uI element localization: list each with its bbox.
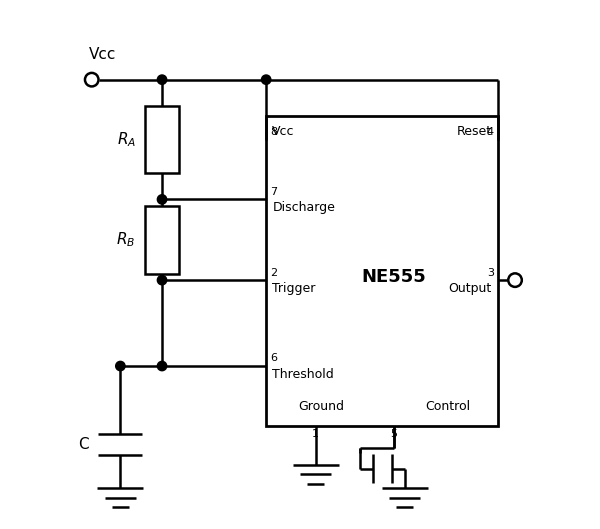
- Text: 1: 1: [312, 428, 319, 439]
- Text: Output: Output: [448, 281, 491, 295]
- Text: 5: 5: [390, 428, 397, 439]
- Text: Trigger: Trigger: [272, 281, 316, 295]
- Text: 6: 6: [271, 353, 277, 363]
- Text: Threshold: Threshold: [272, 368, 334, 380]
- Circle shape: [157, 361, 167, 371]
- Bar: [145, 106, 179, 174]
- Circle shape: [157, 75, 167, 84]
- Text: 3: 3: [487, 268, 494, 278]
- Text: Discharge: Discharge: [272, 201, 335, 214]
- Text: $R_B$: $R_B$: [116, 231, 136, 249]
- Text: 4: 4: [487, 127, 494, 137]
- Circle shape: [85, 73, 98, 86]
- Bar: [145, 206, 179, 273]
- Text: C: C: [78, 436, 89, 452]
- Text: 2: 2: [271, 268, 277, 278]
- Text: Vcc: Vcc: [89, 47, 116, 62]
- Text: Reset: Reset: [457, 125, 491, 138]
- Text: NE555: NE555: [361, 268, 426, 286]
- Text: 7: 7: [271, 187, 277, 197]
- Text: Vcc: Vcc: [272, 125, 295, 138]
- Text: $R_A$: $R_A$: [116, 130, 136, 149]
- Circle shape: [157, 276, 167, 285]
- Text: Control: Control: [425, 400, 471, 413]
- Text: Ground: Ground: [298, 400, 344, 413]
- Bar: [266, 116, 498, 426]
- Circle shape: [157, 195, 167, 204]
- Circle shape: [262, 75, 271, 84]
- Text: 8: 8: [271, 127, 277, 137]
- Circle shape: [508, 273, 522, 287]
- Circle shape: [116, 361, 125, 371]
